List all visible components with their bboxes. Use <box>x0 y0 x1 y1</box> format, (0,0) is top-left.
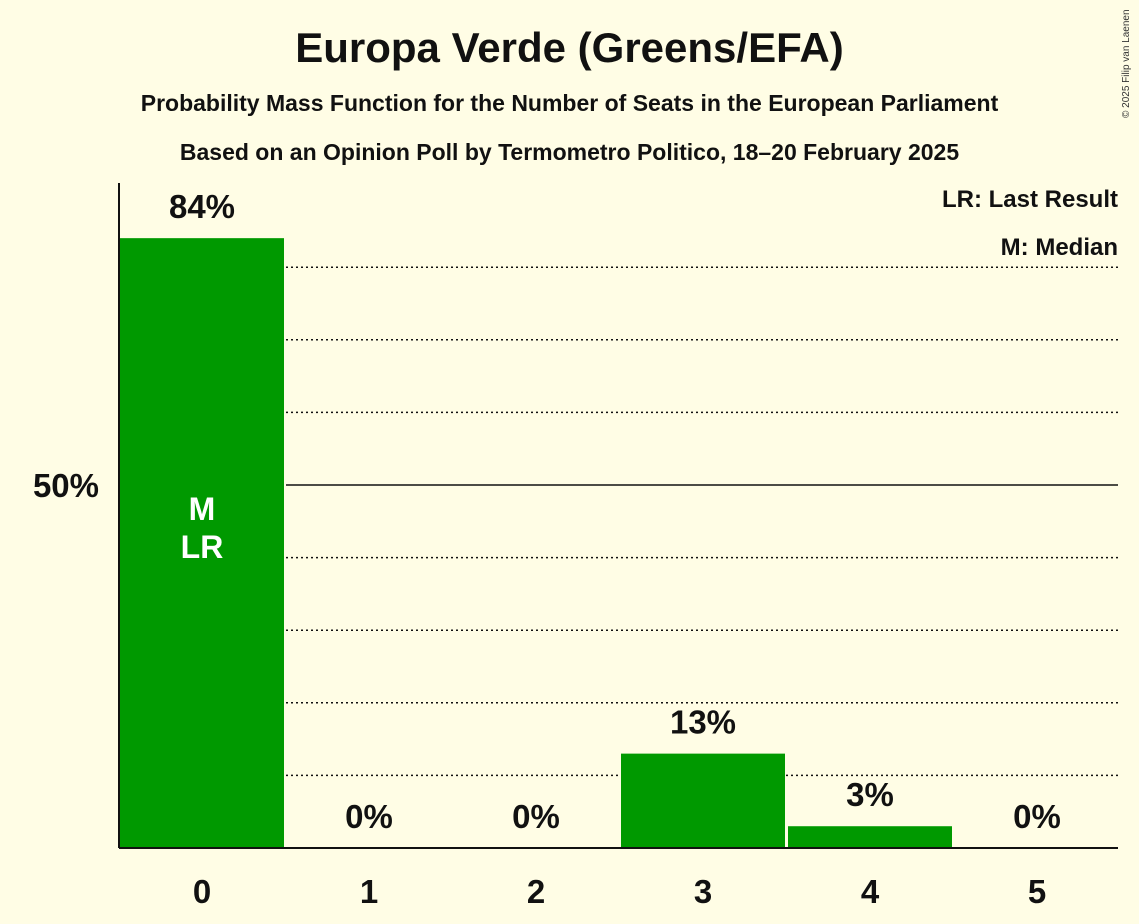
bar-annotation: LR <box>181 529 224 565</box>
legend-median: M: Median <box>1000 234 1118 261</box>
x-tick-label: 0 <box>193 873 211 910</box>
data-label: 0% <box>512 798 560 835</box>
x-tick-label: 2 <box>527 873 545 910</box>
x-tick-label: 4 <box>861 873 880 910</box>
data-label: 3% <box>846 776 894 813</box>
bar-4 <box>788 826 952 848</box>
bar-3 <box>621 753 785 848</box>
data-label: 0% <box>1013 798 1061 835</box>
chart-subtitle: Probability Mass Function for the Number… <box>140 90 999 116</box>
data-label: 84% <box>169 188 235 225</box>
bar-0 <box>120 238 284 848</box>
data-label: 13% <box>670 704 736 741</box>
chart-title: Europa Verde (Greens/EFA) <box>295 24 844 71</box>
bar-annotation: M <box>189 491 216 527</box>
legend-last-result: LR: Last Result <box>941 186 1118 213</box>
x-tick-label: 1 <box>360 873 378 910</box>
y-tick-label: 50% <box>33 467 99 504</box>
chart-subtitle-poll: Based on an Opinion Poll by Termometro P… <box>179 139 960 165</box>
x-tick-label: 5 <box>1028 873 1046 910</box>
data-label: 0% <box>345 798 393 835</box>
x-tick-label: 3 <box>694 873 712 910</box>
